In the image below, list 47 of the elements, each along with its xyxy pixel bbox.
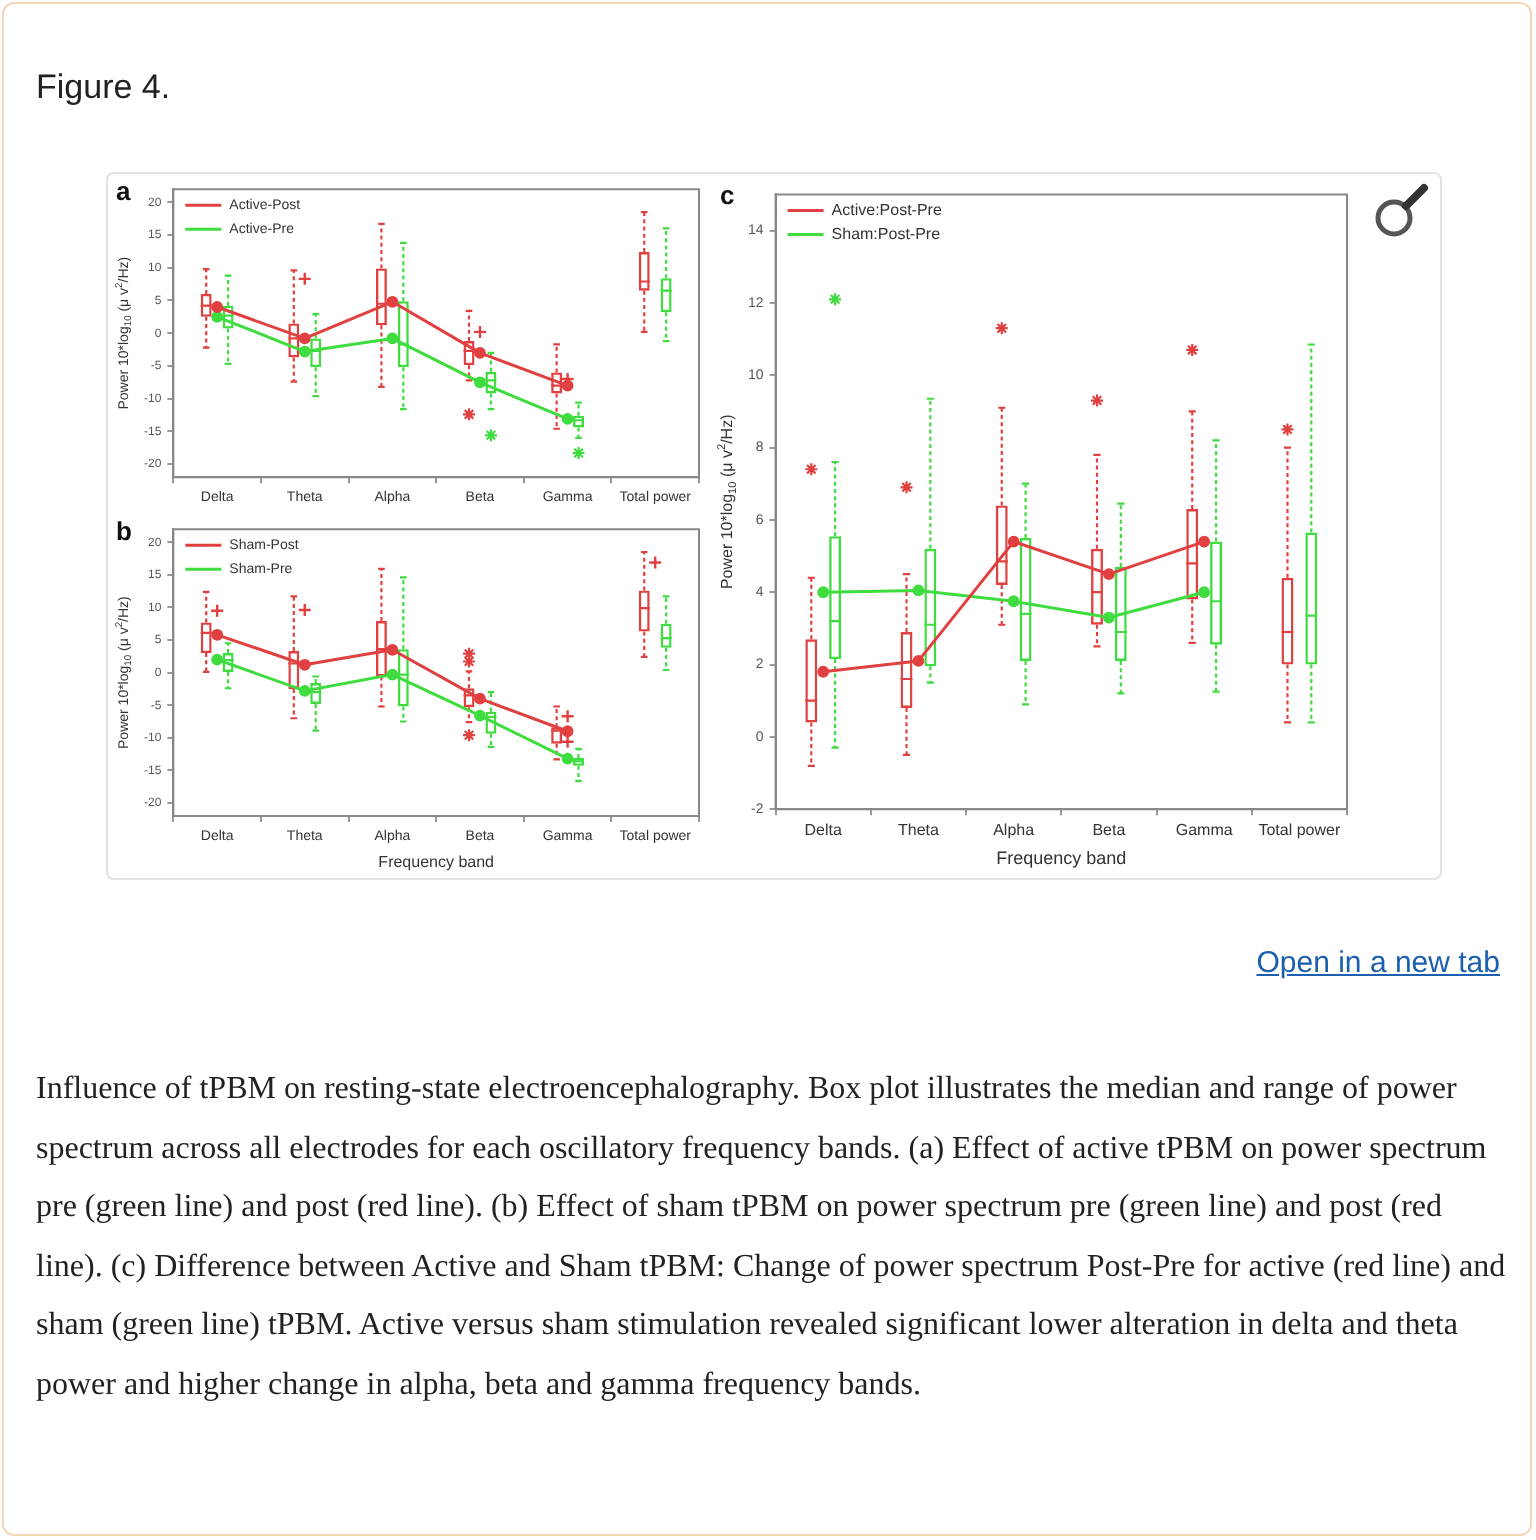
point [474,346,486,359]
caption: Figure 4. [36,68,171,108]
point [211,628,224,641]
point [1007,535,1020,548]
x-tick-label: Delta [804,821,843,840]
point [561,725,574,738]
point [561,752,574,765]
point [211,653,224,666]
x-axis-title: Frequency band [996,848,1127,869]
x-tick-label: Alpha [993,821,1036,840]
legend-label: Sham:Post-Pre [831,224,942,243]
x-tick-label: Beta [1092,821,1127,840]
point [297,602,312,618]
chart-title: a [116,176,132,207]
point [561,413,574,425]
x-tick-label: Gamma [1175,821,1234,840]
point [561,379,574,392]
point [386,332,399,345]
point [386,643,399,656]
point [209,603,225,618]
chart-title: c [720,180,735,211]
point [298,345,311,358]
point [474,709,486,722]
x-tick-label: Total power [1258,821,1341,840]
point [386,295,399,308]
point [298,332,311,345]
point [1007,595,1020,608]
point [386,668,399,681]
point [1103,568,1115,581]
legend-label: Active:Post-Pre [831,200,943,219]
text: Open in a new tab [1256,946,1500,980]
point [817,586,830,599]
point [817,665,830,678]
point [474,692,486,705]
point [298,684,311,697]
chart-title: b [116,516,132,547]
point [912,655,925,667]
point [1198,535,1211,548]
point [211,301,224,313]
point [912,584,925,597]
x-axis-title: Frequency band [378,852,494,871]
point [298,658,311,671]
point [1103,611,1115,624]
point [474,376,486,389]
point [1198,586,1211,599]
x-tick-label: Theta [897,821,940,840]
text: Influence of tPBM on resting-state electroencephalography. Box plot illustrates the median and range of power spectrum across all electrodes for each oscillatory frequency bands. (a) Effect of active tPBM on power spectrum pre (green line) and post (red line). (b) Effect of sham tPBM on power spectrum pre (green line) and post (red line). (c) Difference between Active and Sham tPBM: Change of power spectrum Post-Pre for active (red line) and sham (green line) tPBM. Active versus sham stimulation revealed significant lower alteration in delta and theta power and higher change in alpha, beta and gamma frequency bands. [36,1070,1506,1406]
